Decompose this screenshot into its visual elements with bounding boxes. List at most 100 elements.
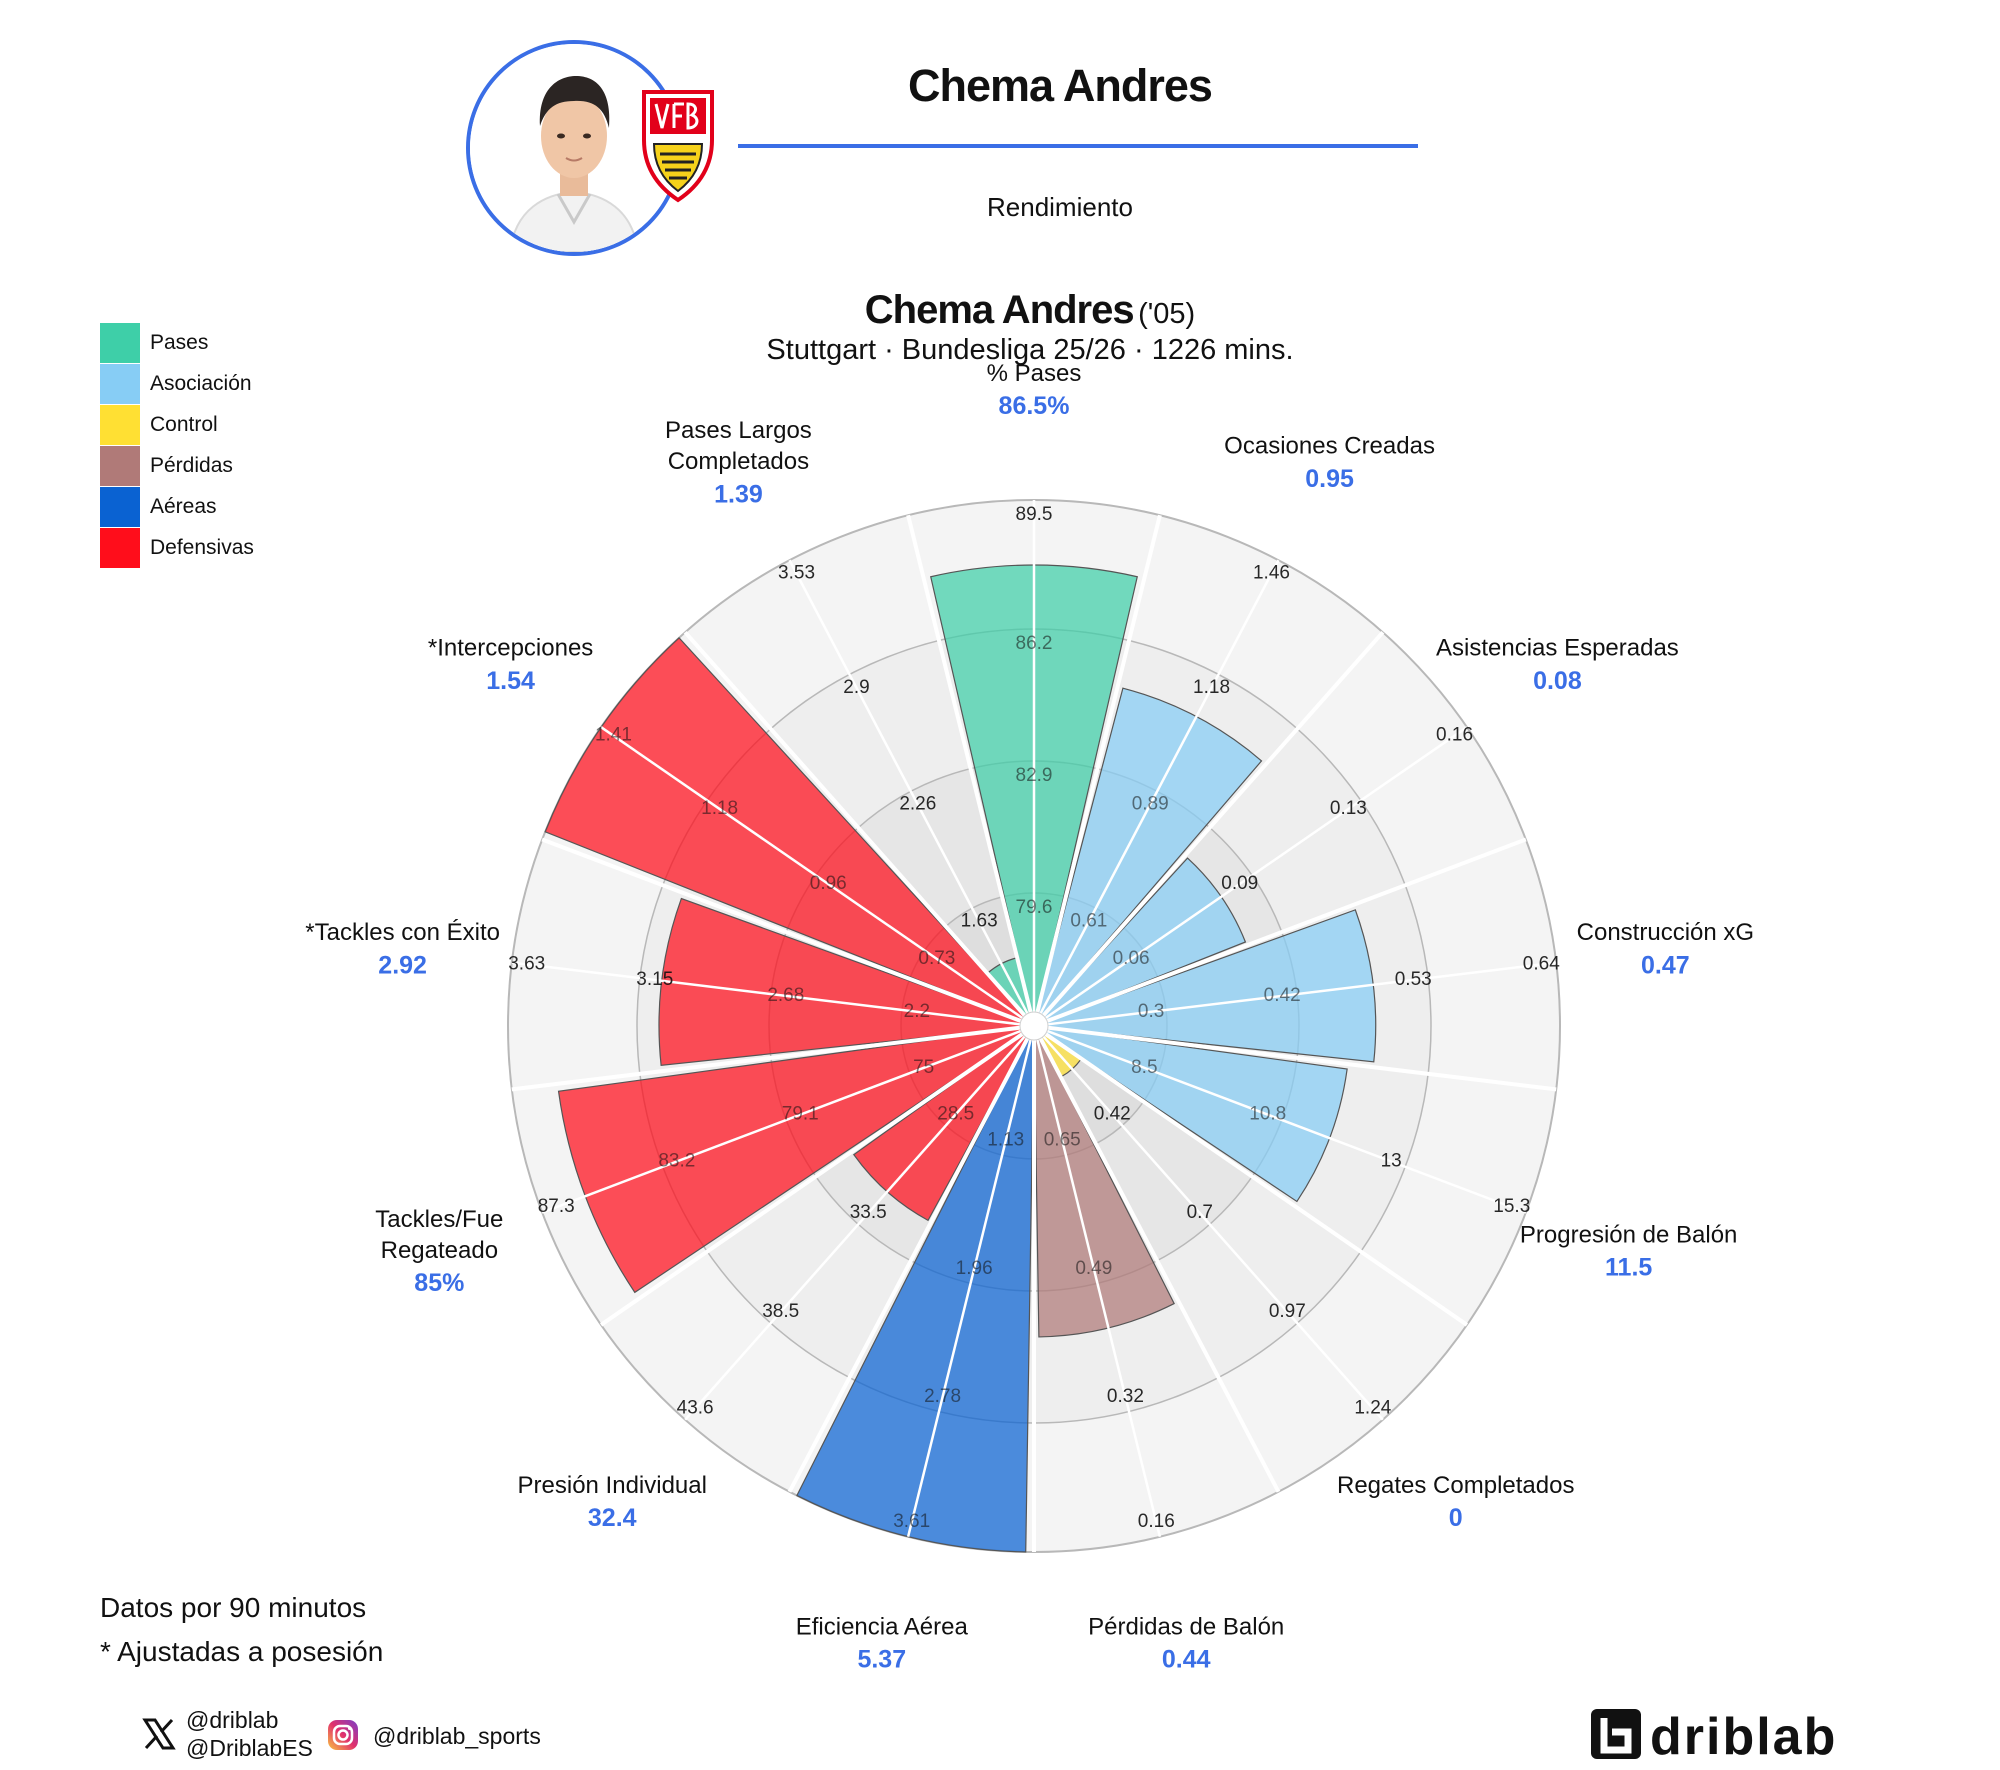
radar-category-value: 0.47	[1641, 951, 1690, 979]
radar-divider	[599, 1032, 1024, 1327]
radar-category-label: Pases Largos	[665, 417, 812, 444]
player-photo	[470, 44, 678, 252]
radar-tick-label: 79.6	[1016, 897, 1053, 918]
radar-category-label: Regates Completados	[1337, 1472, 1574, 1499]
radar-category-label: *Tackles con Éxito	[305, 919, 500, 946]
radar-category-label: Tackles/Fue	[375, 1206, 503, 1233]
radar-category-label: Progresión de Balón	[1520, 1221, 1737, 1248]
radar-category-value: 0	[1449, 1504, 1463, 1532]
radar-category-value: 1.54	[486, 667, 535, 695]
radar-category-label: Regateado	[381, 1237, 498, 1264]
radar-category-value: 2.92	[378, 951, 427, 979]
radar-divider	[511, 1025, 1021, 1092]
radar-tick-label: 3.15	[636, 969, 673, 990]
footnote-possession: * Ajustadas a posesión	[100, 1636, 384, 1667]
chart-subtitle: Stuttgart · Bundesliga 25/26 · 1226 mins…	[766, 334, 1294, 366]
radar-tick-label: 0.09	[1221, 873, 1258, 894]
x-logo-icon	[142, 1717, 176, 1751]
radar-spoke	[684, 1035, 1026, 1421]
radar-category-label: Construcción xG	[1577, 919, 1754, 946]
radar-tick-label: 0.65	[1044, 1130, 1081, 1151]
legend-item: Asociación	[100, 364, 252, 404]
legend-item: Pases	[100, 323, 208, 363]
radar-tick-label: 75	[913, 1057, 934, 1078]
radar-spoke	[600, 726, 1024, 1020]
radar-divider	[1041, 630, 1385, 1017]
legend-swatch	[100, 487, 140, 527]
radar-spoke	[1047, 961, 1557, 1026]
radar-tick-label: 0.42	[1264, 985, 1301, 1006]
radar-tick-label: 10.8	[1249, 1104, 1286, 1125]
radar-spoke	[541, 1029, 1022, 1214]
header-player-name: Chema Andres	[908, 60, 1213, 111]
chart-title-year: ('05)	[1138, 298, 1196, 330]
club-crest	[640, 88, 716, 203]
legend-label: Defensivas	[150, 536, 254, 559]
radar-tick-label: 0.3	[1138, 1001, 1164, 1022]
radar-category-label: Ocasiones Creadas	[1224, 433, 1435, 460]
radar-divider	[1046, 837, 1527, 1023]
radar-tick-label: 79.1	[782, 1104, 819, 1125]
radar-tick-label: 1.18	[1193, 677, 1230, 698]
radar-tick-label: 1.18	[701, 798, 738, 819]
radar-category-value: 0.95	[1305, 465, 1354, 493]
radar-divider	[1038, 1037, 1281, 1493]
legend-label: Aéreas	[150, 495, 217, 518]
footnote-per90: Datos por 90 minutos	[100, 1592, 367, 1623]
legend-swatch	[100, 405, 140, 445]
radar-spoke	[906, 1039, 1032, 1538]
chart-title-name: Chema Andres	[864, 288, 1135, 332]
radar-category-label: Presión Individual	[518, 1472, 707, 1499]
radar-divider	[906, 514, 1033, 1013]
radar-divider	[1047, 1025, 1557, 1092]
radar-tick-label: 33.5	[850, 1202, 887, 1223]
radar-tick-label: 2.2	[904, 1001, 930, 1022]
radar-category-value: 5.37	[857, 1646, 906, 1674]
radar-tick-label: 1.63	[961, 911, 998, 932]
radar-center	[1019, 1011, 1049, 1041]
radar-tick-label: 28.5	[937, 1103, 974, 1124]
radar-tick-label: 89.5	[1016, 504, 1053, 525]
radar-tick-label: 1.13	[987, 1130, 1024, 1151]
chart-title: Chema Andres ('05)	[500, 287, 1560, 342]
radar-category-label: Asistencias Esperadas	[1436, 635, 1679, 662]
radar-tick-label: 83.2	[658, 1150, 695, 1171]
radar-tick-label: 0.16	[1436, 725, 1473, 746]
radar-tick-label: 2.26	[899, 794, 936, 815]
x-handle-driblab[interactable]: @driblab	[186, 1707, 279, 1733]
vfb-stuttgart-crest	[642, 90, 714, 203]
radar-category-labels: % Pases 86.5% Ocasiones Creadas 0.95 Asisten…	[305, 360, 1754, 1674]
radar-spoke	[1036, 1039, 1162, 1538]
radar-tick-label: 0.61	[1070, 911, 1107, 932]
radar-tick-label: 0.7	[1187, 1202, 1213, 1223]
radar-tick-label: 38.5	[762, 1301, 799, 1322]
radar-divider	[1035, 514, 1162, 1013]
legend-swatch	[100, 528, 140, 568]
radar-tick-label: 0.32	[1107, 1386, 1144, 1407]
radar-tick-label: 0.16	[1138, 1511, 1175, 1532]
radar-tick-label: 0.64	[1523, 953, 1560, 974]
radar-tick-label: 8.5	[1131, 1057, 1157, 1078]
radar-tick-label: 3.63	[508, 953, 545, 974]
instagram-handle[interactable]: @driblab_sports	[373, 1723, 541, 1749]
radar-category-label: *Intercepciones	[428, 635, 593, 662]
radar-tick-label: 3.61	[893, 1511, 930, 1532]
radar-tick-label: 86.2	[1016, 633, 1053, 654]
radar-category-value: 1.39	[714, 480, 763, 508]
radar-tick-label: 0.53	[1395, 969, 1432, 990]
radar-spoke	[1039, 559, 1280, 1015]
radar-tick-label: 0.96	[810, 873, 847, 894]
radar-divider	[683, 630, 1027, 1017]
instagram-icon	[327, 1719, 359, 1751]
radar-tick-label: 1.96	[956, 1258, 993, 1279]
radar-tick-label: 0.89	[1132, 794, 1169, 815]
x-handle-driblabes[interactable]: @DriblabES	[186, 1735, 313, 1761]
driblab-wordmark: driblab	[1650, 1708, 1837, 1764]
radar-tick-label: 0.97	[1269, 1301, 1306, 1322]
radar-category-value: 86.5%	[999, 392, 1070, 420]
radar-category-value: 0.08	[1533, 667, 1582, 695]
legend-label: Pases	[150, 331, 209, 354]
legend-item: Defensivas	[100, 528, 254, 568]
radar-tick-label: 15.3	[1493, 1196, 1530, 1217]
